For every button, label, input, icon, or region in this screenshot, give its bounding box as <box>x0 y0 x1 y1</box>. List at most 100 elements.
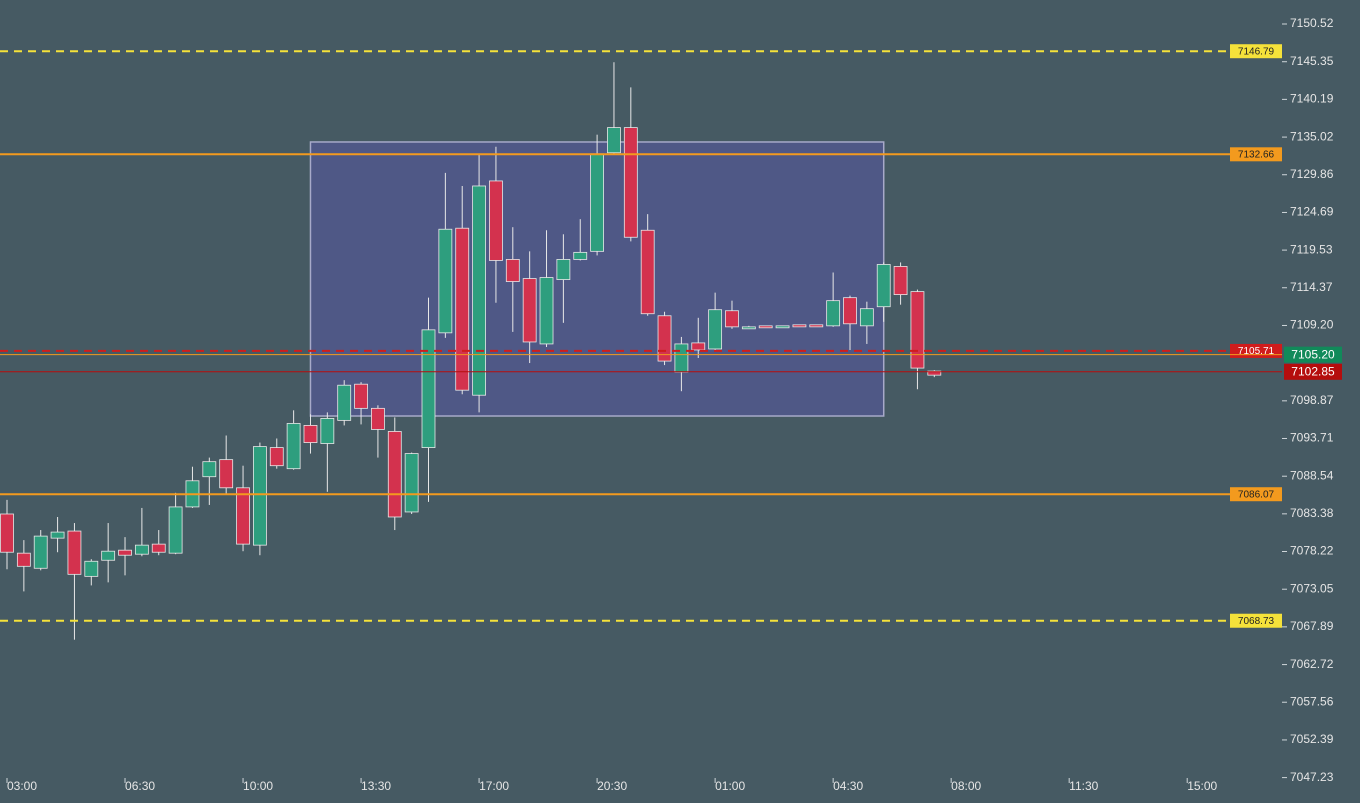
x-tick-label: 01:00 <box>715 779 745 793</box>
candle-body <box>640 229 655 315</box>
y-tick-label: 7135.02 <box>1290 129 1334 143</box>
level-badge <box>1230 147 1282 162</box>
candle-body <box>725 310 739 328</box>
level-label: 7086.07 <box>1238 489 1275 500</box>
x-tick-label: 03:00 <box>7 779 37 793</box>
candle-body <box>472 185 486 396</box>
candle-body <box>758 325 773 329</box>
candle-body <box>269 447 284 467</box>
candle-body <box>876 264 891 308</box>
candle-body <box>134 544 149 555</box>
x-tick-label: 15:00 <box>1187 779 1217 793</box>
candle-body <box>168 506 183 554</box>
level-label: 7068.73 <box>1238 616 1275 627</box>
y-tick-label: 7052.39 <box>1290 732 1334 746</box>
y-tick-label: 7088.54 <box>1290 468 1334 482</box>
candle-body <box>809 324 824 328</box>
candle-body <box>33 535 48 569</box>
candle-body <box>843 297 857 325</box>
x-tick-label: 10:00 <box>243 779 273 793</box>
price-badge <box>1284 363 1342 380</box>
candle-body <box>910 291 925 369</box>
y-tick-label: 7093.71 <box>1290 431 1334 445</box>
price-badge <box>1284 346 1342 363</box>
candle-body <box>387 431 402 518</box>
candle-body <box>539 277 554 345</box>
candle-body <box>859 308 874 327</box>
candle-body <box>657 315 672 362</box>
candle-body <box>286 423 301 470</box>
candle-body <box>337 384 352 421</box>
candle-body <box>320 418 335 444</box>
candle-body <box>354 383 368 409</box>
candle-body <box>101 550 116 561</box>
x-tick-label: 13:30 <box>361 779 391 793</box>
price-label: 7105.20 <box>1291 347 1335 361</box>
level-label: 7105.71 <box>1238 346 1275 357</box>
candle-body <box>893 266 908 296</box>
candle-body <box>455 227 470 391</box>
candle-body <box>489 180 503 261</box>
candle-body <box>16 552 31 567</box>
y-tick-label: 7119.53 <box>1290 242 1333 256</box>
level-label: 7146.79 <box>1238 46 1275 57</box>
y-tick-label: 7129.86 <box>1290 167 1334 181</box>
level-badge <box>1230 613 1282 628</box>
candle-body <box>792 324 807 328</box>
y-tick-label: 7150.52 <box>1290 16 1334 30</box>
y-tick-label: 7098.87 <box>1290 393 1334 407</box>
candle-body <box>927 370 942 376</box>
candle-body <box>84 560 99 577</box>
candle-body <box>303 425 318 443</box>
y-tick-label: 7073.05 <box>1290 581 1334 595</box>
candle-body <box>67 530 82 575</box>
y-tick-label: 7057.56 <box>1290 694 1334 708</box>
candle-body <box>404 453 419 513</box>
x-tick-label: 17:00 <box>479 779 509 793</box>
y-tick-label: 7124.69 <box>1290 205 1334 219</box>
y-tick-label: 7083.38 <box>1290 506 1334 520</box>
candle-body <box>556 259 571 280</box>
candle-body <box>674 343 689 373</box>
candle-body <box>590 153 604 252</box>
candle-body <box>0 513 14 553</box>
level-label: 7132.66 <box>1238 149 1275 160</box>
candle-body <box>421 329 436 449</box>
candle-body <box>151 543 166 553</box>
candle-body <box>202 461 217 478</box>
price-label: 7102.85 <box>1291 364 1335 378</box>
candle-body <box>371 407 385 430</box>
x-tick-label: 04:30 <box>833 779 863 793</box>
candle-body <box>607 127 621 154</box>
y-tick-label: 7109.20 <box>1290 318 1334 332</box>
y-tick-label: 7047.23 <box>1290 770 1334 784</box>
y-tick-label: 7114.37 <box>1290 280 1333 294</box>
candle-body <box>623 127 638 238</box>
level-badge <box>1230 44 1282 59</box>
candle-body <box>50 531 65 539</box>
candle-body <box>118 549 132 556</box>
candle-body <box>691 342 706 351</box>
y-tick-label: 7078.22 <box>1290 544 1334 558</box>
y-tick-label: 7140.19 <box>1290 92 1334 106</box>
level-badge <box>1230 487 1282 502</box>
candle-body <box>741 326 756 330</box>
candle-body <box>505 259 520 282</box>
candle-body <box>708 309 723 350</box>
candle-body <box>775 325 790 329</box>
x-tick-label: 08:00 <box>951 779 981 793</box>
y-tick-label: 7145.35 <box>1290 54 1334 68</box>
candle-body <box>252 446 267 546</box>
y-tick-label: 7067.89 <box>1290 619 1334 633</box>
x-tick-label: 06:30 <box>125 779 155 793</box>
candle-body <box>236 487 250 545</box>
y-tick-label: 7062.72 <box>1290 657 1334 671</box>
candle-body <box>219 459 234 489</box>
candle-body <box>573 251 588 260</box>
candle-body <box>438 228 453 334</box>
candle-body <box>522 278 537 343</box>
x-tick-label: 20:30 <box>597 779 627 793</box>
x-tick-label: 11:30 <box>1069 779 1098 793</box>
